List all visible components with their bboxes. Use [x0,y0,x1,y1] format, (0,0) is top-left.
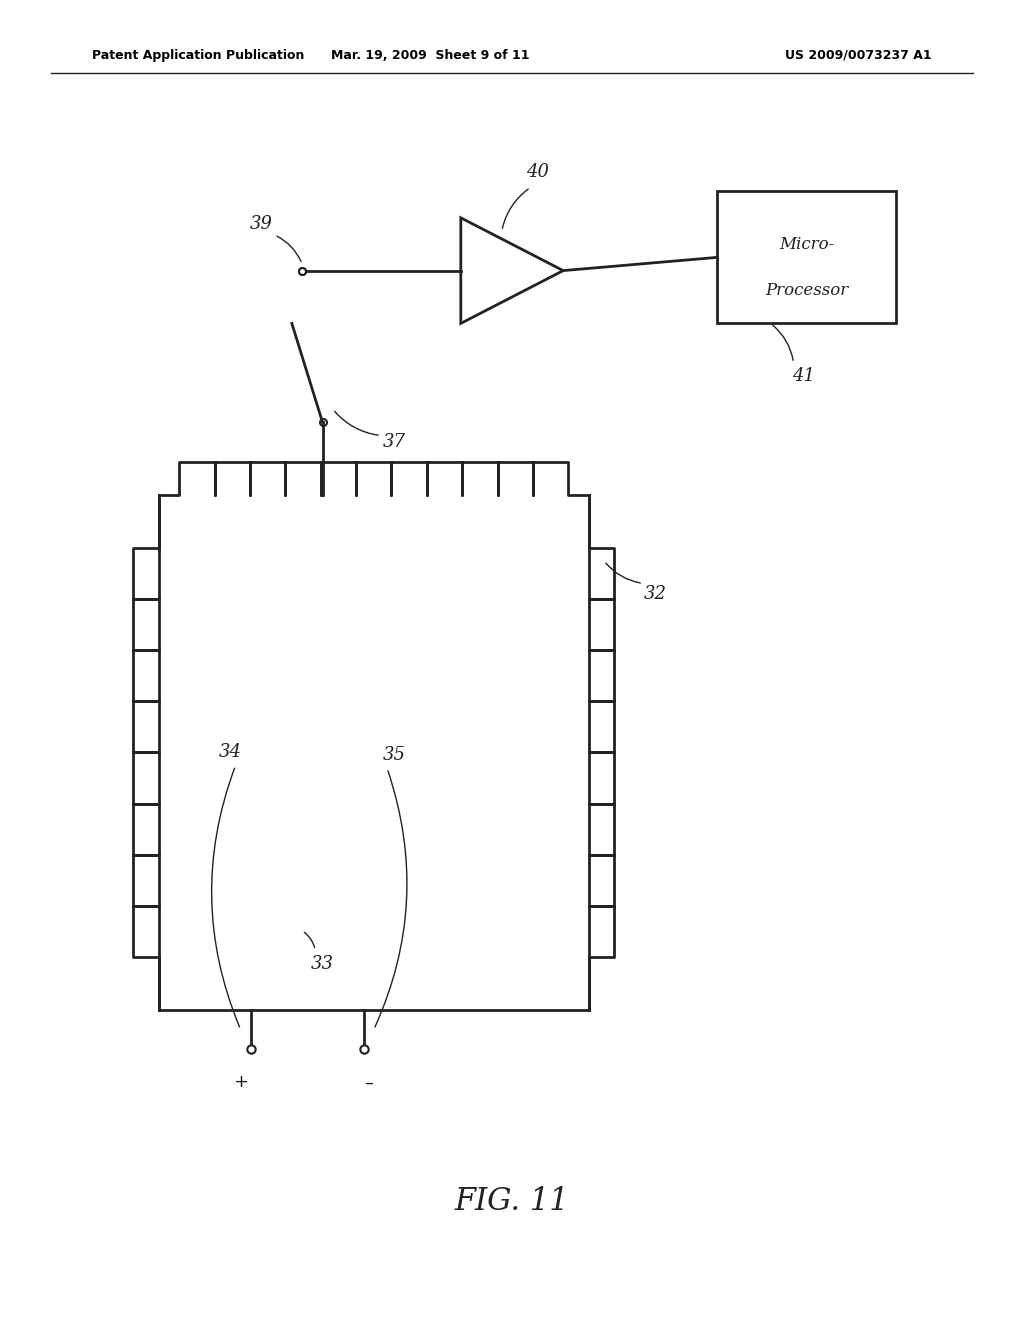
Text: 32: 32 [644,585,667,603]
Text: FIG. 11: FIG. 11 [455,1185,569,1217]
Text: 41: 41 [793,367,815,385]
Text: 34: 34 [219,743,242,762]
Text: 33: 33 [311,954,334,973]
Text: Processor: Processor [765,282,848,298]
Text: +: + [233,1073,248,1092]
Text: 40: 40 [526,162,549,181]
Text: Micro-: Micro- [779,236,834,252]
Text: 35: 35 [383,746,406,764]
Text: 37: 37 [383,433,406,451]
Text: US 2009/0073237 A1: US 2009/0073237 A1 [785,49,932,62]
Text: –: – [365,1073,373,1092]
Text: Mar. 19, 2009  Sheet 9 of 11: Mar. 19, 2009 Sheet 9 of 11 [331,49,529,62]
Text: Patent Application Publication: Patent Application Publication [92,49,304,62]
Text: 39: 39 [250,215,272,234]
